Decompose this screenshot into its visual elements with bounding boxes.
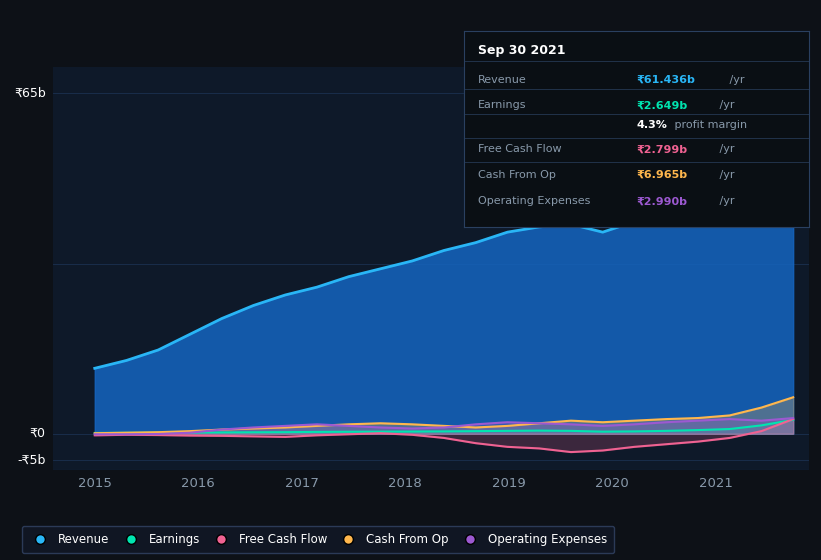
- Text: Earnings: Earnings: [478, 100, 526, 110]
- Text: Free Cash Flow: Free Cash Flow: [478, 144, 562, 155]
- Legend: Revenue, Earnings, Free Cash Flow, Cash From Op, Operating Expenses: Revenue, Earnings, Free Cash Flow, Cash …: [21, 526, 614, 553]
- Text: profit margin: profit margin: [671, 120, 747, 130]
- Text: -₹5b: -₹5b: [17, 454, 46, 466]
- Text: Sep 30 2021: Sep 30 2021: [478, 44, 565, 57]
- Text: /yr: /yr: [726, 75, 745, 85]
- Text: /yr: /yr: [716, 100, 734, 110]
- Text: ₹2.990b: ₹2.990b: [636, 197, 687, 206]
- Text: 4.3%: 4.3%: [636, 120, 667, 130]
- Text: /yr: /yr: [716, 170, 734, 180]
- Text: /yr: /yr: [716, 197, 734, 206]
- Text: ₹2.649b: ₹2.649b: [636, 100, 687, 110]
- Text: Revenue: Revenue: [478, 75, 526, 85]
- Text: ₹0: ₹0: [30, 427, 46, 440]
- Text: Operating Expenses: Operating Expenses: [478, 197, 590, 206]
- Text: Cash From Op: Cash From Op: [478, 170, 556, 180]
- Text: /yr: /yr: [716, 144, 734, 155]
- Text: ₹2.799b: ₹2.799b: [636, 144, 687, 155]
- Text: ₹65b: ₹65b: [14, 87, 46, 100]
- Text: ₹61.436b: ₹61.436b: [636, 75, 695, 85]
- Text: ₹6.965b: ₹6.965b: [636, 170, 687, 180]
